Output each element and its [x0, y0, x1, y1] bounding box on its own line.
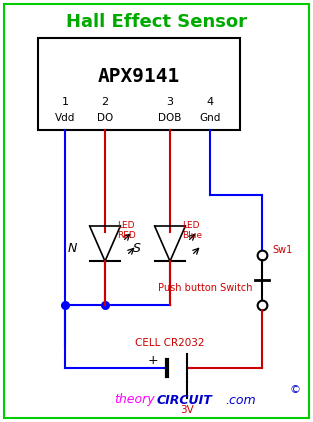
Text: 3V: 3V [180, 405, 194, 415]
Text: .com: .com [225, 393, 256, 406]
Text: 2: 2 [101, 97, 109, 107]
Text: N: N [67, 241, 77, 254]
Bar [38, 38, 240, 130]
Text: CELL CR2032: CELL CR2032 [135, 338, 205, 348]
Text: Gnd: Gnd [199, 113, 221, 123]
Text: ©: © [290, 385, 300, 395]
Text: APX9141: APX9141 [98, 67, 180, 86]
Text: DOB: DOB [158, 113, 182, 123]
Text: Vdd: Vdd [55, 113, 75, 123]
Text: Sw1: Sw1 [272, 245, 292, 255]
Text: Push button Switch: Push button Switch [157, 283, 252, 293]
Text: 4: 4 [207, 97, 213, 107]
Text: LED
Blue: LED Blue [182, 221, 202, 241]
Text: LED
RED: LED RED [117, 221, 136, 241]
Text: theory: theory [114, 393, 155, 406]
Text: CIRCUIT: CIRCUIT [157, 393, 213, 406]
Text: 3: 3 [167, 97, 173, 107]
Text: 1: 1 [61, 97, 69, 107]
Text: S: S [133, 241, 141, 254]
Text: Hall Effect Sensor: Hall Effect Sensor [65, 13, 247, 31]
Text: DO: DO [97, 113, 113, 123]
Text: +: + [148, 354, 158, 366]
